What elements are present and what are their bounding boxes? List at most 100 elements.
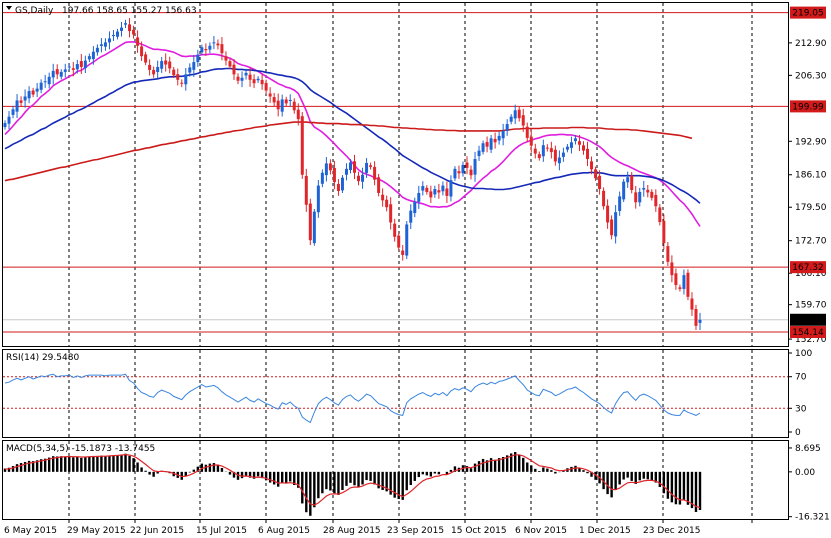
candle-body: [200, 47, 204, 53]
candle-body: [690, 298, 694, 310]
candle-body: [602, 190, 606, 207]
candle-body: [176, 74, 180, 80]
candle-body: [461, 164, 465, 174]
candle-body: [172, 69, 176, 76]
candle-body: [590, 161, 594, 170]
price-tick-label: 206.30: [795, 71, 827, 81]
rsi-label: RSI(14) 29.5480: [6, 353, 79, 363]
candle-body: [184, 74, 188, 85]
price-tick-label: 152.70: [795, 335, 827, 345]
candle-body: [517, 109, 521, 119]
candle-body: [276, 100, 280, 110]
candle-body: [385, 199, 389, 208]
rsi-tick-label: 70: [795, 373, 807, 383]
candle-body: [280, 99, 284, 112]
last-price-label: 156.63: [792, 316, 824, 326]
candle-body: [393, 223, 397, 237]
candle-body: [389, 204, 393, 223]
ma-line-1: [4, 41, 701, 227]
candle-body: [493, 138, 497, 143]
level-label-box: [790, 6, 826, 19]
candle-body: [417, 192, 421, 202]
candle-body: [594, 169, 598, 179]
candle-body: [666, 246, 670, 262]
rsi-line: [4, 373, 701, 424]
candle-body: [272, 97, 276, 103]
rsi-tick-label: 30: [795, 404, 807, 414]
candle-body: [626, 177, 630, 183]
candle-body: [561, 152, 565, 157]
candle-body: [453, 168, 457, 179]
candle-body: [95, 47, 99, 53]
candle-body: [188, 67, 192, 73]
date-label: 29 May 2015: [67, 526, 126, 536]
candle-body: [39, 82, 43, 90]
candle-body: [429, 191, 433, 198]
candle-body: [308, 203, 312, 241]
candle-body: [497, 135, 501, 141]
candle-body: [136, 37, 140, 46]
candle-body: [140, 46, 144, 57]
candle-body: [212, 42, 216, 44]
candle-body: [148, 64, 152, 70]
candle-body: [598, 175, 602, 190]
macd-tick-label: 0.00: [795, 468, 815, 478]
macd-label: MACD(5,34,5) -15.1873 -13.7455: [6, 444, 155, 454]
candle-body: [320, 172, 324, 184]
candle-body: [513, 110, 517, 119]
candle-body: [509, 116, 513, 122]
candle-body: [156, 66, 160, 72]
candle-body: [365, 162, 369, 173]
candle-body: [83, 60, 87, 69]
candle-body: [533, 148, 537, 154]
candle-body: [284, 99, 288, 104]
candle-body: [87, 56, 91, 60]
price-panel-frame: [2, 2, 789, 347]
ma-line-3: [4, 121, 693, 182]
candle-body: [240, 77, 244, 81]
candle-body: [19, 100, 23, 103]
last-price-box: [790, 313, 826, 326]
collapse-triangle-icon[interactable]: [6, 6, 12, 10]
vertical-gridlines: [68, 3, 753, 519]
candle-body: [481, 143, 485, 152]
candle-body: [662, 220, 666, 244]
candle-body: [425, 187, 429, 192]
candle-body: [344, 168, 348, 175]
candle-body: [622, 181, 626, 200]
candle-body: [658, 207, 662, 222]
date-label: 23 Dec 2015: [643, 526, 701, 536]
candle-body: [103, 42, 107, 47]
candle-body: [634, 192, 638, 203]
candle-body: [441, 185, 445, 192]
header: GS,Daily 197.66 158.65 155.27 156.63 RSI…: [6, 6, 197, 454]
candle-body: [35, 88, 39, 92]
candle-body: [164, 60, 168, 65]
candle-body: [505, 124, 509, 131]
candle-body: [573, 138, 577, 142]
candle-body: [674, 273, 678, 285]
candle-body: [405, 224, 409, 256]
rsi-tick-label: 0: [795, 428, 801, 438]
candle-body: [300, 116, 304, 175]
candle-body: [465, 162, 469, 168]
candle-body: [421, 186, 425, 191]
candle-body: [296, 109, 300, 120]
candle-body: [99, 44, 103, 47]
candle-body: [220, 44, 224, 54]
candle-body: [401, 250, 405, 255]
candle-body: [192, 62, 196, 70]
candle-body: [232, 64, 236, 75]
candle-body: [489, 138, 493, 150]
candle-body: [43, 81, 47, 83]
candle-body: [124, 23, 128, 25]
candle-body: [433, 189, 437, 195]
date-label: 22 Jun 2015: [130, 526, 184, 536]
date-label: 6 Aug 2015: [258, 526, 310, 536]
price-tick-label: 212.90: [795, 39, 827, 49]
level-label-box: [790, 326, 826, 339]
candle-body: [336, 183, 340, 191]
candle-body: [328, 163, 332, 171]
candle-body: [248, 74, 252, 80]
